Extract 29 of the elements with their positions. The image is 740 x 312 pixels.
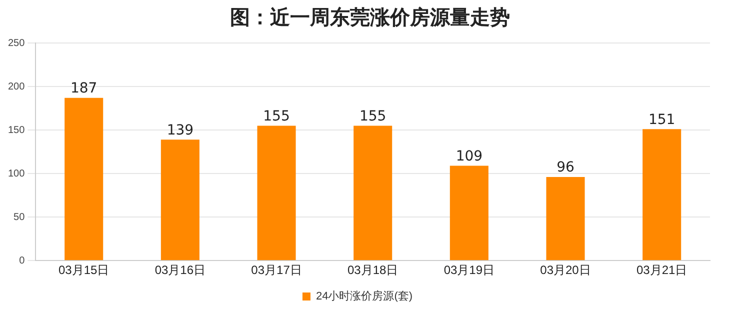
x-tick-label: 03月21日 xyxy=(636,263,688,278)
x-tick-label: 03月19日 xyxy=(444,263,495,278)
chart-title: 图：近一周东莞涨价房源量走势 xyxy=(229,4,511,31)
x-tick-label: 03月18日 xyxy=(347,263,398,278)
y-tick-label: 150 xyxy=(8,124,26,136)
y-tick-label: 50 xyxy=(14,212,26,223)
bar xyxy=(642,129,682,260)
y-tick-label: 250 xyxy=(8,38,26,49)
data-label: 109 xyxy=(456,148,483,164)
bar xyxy=(64,98,104,260)
bar xyxy=(546,177,585,260)
bar xyxy=(354,126,392,260)
data-label: 139 xyxy=(166,122,194,138)
y-tick-label: 200 xyxy=(8,81,26,92)
bar xyxy=(450,166,488,260)
data-label: 187 xyxy=(70,80,98,96)
x-tick-label: 03月15日 xyxy=(58,263,110,278)
y-tick-label: 100 xyxy=(8,168,26,180)
data-label: 155 xyxy=(263,108,290,124)
bar xyxy=(257,126,296,260)
x-tick-label: 03月20日 xyxy=(540,263,591,278)
data-label: 151 xyxy=(648,112,676,128)
y-tick-label: 0 xyxy=(19,255,26,266)
x-tick-label: 03月17日 xyxy=(251,263,302,278)
bar xyxy=(160,140,200,260)
data-label: 155 xyxy=(359,108,386,124)
data-label: 96 xyxy=(556,160,574,176)
x-tick-label: 03月16日 xyxy=(154,263,206,278)
legend-label: 24小时涨价房源(套) xyxy=(316,290,413,303)
